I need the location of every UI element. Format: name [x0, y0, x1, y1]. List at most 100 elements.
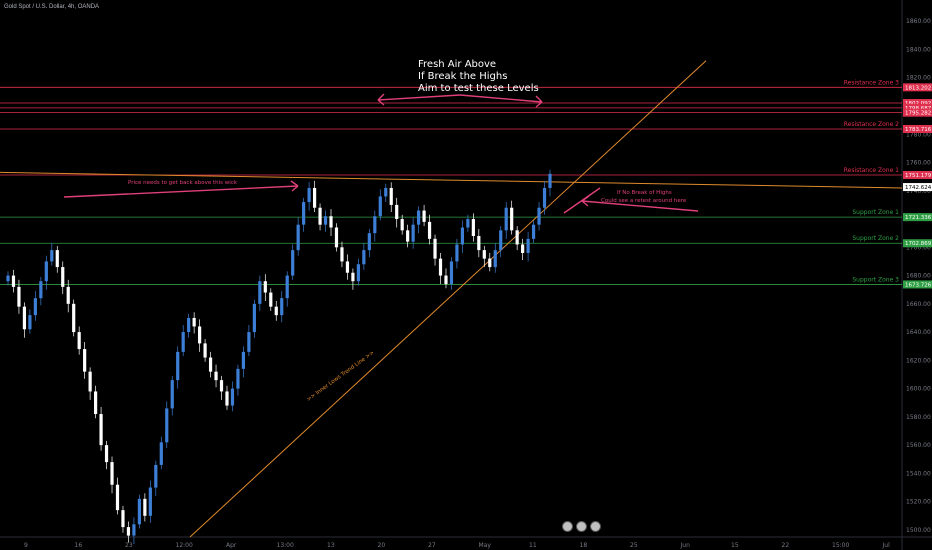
resistance-zone-3-label: Resistance Zone 3 [844, 79, 899, 86]
candle [236, 368, 240, 389]
support-zone-1-label: Support Zone 1 [852, 209, 899, 216]
y-tick-label: 1500.00 [906, 527, 931, 534]
candle [219, 380, 224, 392]
candle [499, 230, 503, 251]
support-zone-2-tag [903, 239, 932, 248]
y-tick-label: 1560.00 [906, 442, 931, 449]
support-zone-3-tag-text: 1673.726 [905, 282, 932, 288]
support-zone-1-tag-text: 1721.336 [905, 215, 932, 221]
retest-arrow [581, 200, 699, 212]
candle [132, 524, 136, 536]
candle [258, 281, 262, 304]
x-tick-label: Jun [680, 542, 691, 549]
no-break-note-1: If No Break of Highs [617, 190, 672, 196]
candle [93, 391, 98, 415]
candle [389, 187, 393, 205]
x-tick-label: 15:00 [832, 542, 849, 549]
y-tick-label: 1740.00 [906, 188, 931, 195]
no-break-note-2: Could see a retest around here [601, 198, 687, 204]
candle [192, 317, 196, 327]
event-flag-icon[interactable] [590, 521, 601, 532]
resistance-zone-2-tag-text: 1783.716 [905, 127, 932, 133]
candle [252, 303, 256, 333]
x-tick-label: 15 [731, 542, 739, 549]
resistance-zone-1-tag-text: 1751.179 [905, 173, 932, 179]
fresh-air-line-2: If Break the Highs [418, 71, 508, 82]
candle [537, 207, 541, 225]
current-price-tag [903, 183, 932, 192]
candle [460, 227, 465, 245]
candle [455, 244, 459, 262]
y-tick-label: 1780.00 [906, 131, 931, 138]
candle [504, 207, 508, 231]
candle [367, 233, 371, 251]
candle [72, 303, 76, 333]
candle [263, 281, 267, 293]
candle [307, 187, 311, 203]
candle [50, 250, 54, 262]
y-tick-label: 1680.00 [906, 273, 931, 280]
candle [154, 464, 158, 488]
event-flag-icon[interactable] [576, 521, 587, 532]
candle [296, 224, 300, 251]
candle [214, 371, 218, 381]
candle [148, 487, 152, 516]
x-tick-label: 13 [327, 542, 335, 549]
candle [526, 238, 530, 253]
candle [61, 267, 65, 287]
current-price-text: 1742.624 [905, 185, 932, 191]
x-tick-label: May [479, 542, 492, 549]
x-tick-label: Jul [882, 542, 891, 549]
resistance-zone-1-tag [903, 170, 932, 179]
candle [181, 332, 185, 352]
candle [449, 261, 454, 285]
candle [302, 202, 306, 225]
x-tick-label: 9 [24, 542, 28, 549]
candle [510, 207, 514, 231]
candle [28, 315, 32, 330]
candle [280, 298, 284, 316]
candle [110, 462, 114, 485]
candle [482, 250, 486, 259]
candle [104, 445, 109, 463]
candle [22, 306, 27, 330]
candle [477, 235, 481, 251]
candle [55, 250, 59, 268]
extra-level-3-tag-text: 1795.282 [905, 111, 931, 117]
arrow-head [290, 180, 299, 187]
x-tick-label: 23 [125, 542, 133, 549]
resistance-zone-2-tag [903, 124, 932, 133]
arrow-head [535, 95, 543, 103]
candle [356, 264, 360, 282]
candle [318, 207, 322, 225]
x-tick-label: 27 [428, 542, 436, 549]
resistance-zone-3-tag-text: 1813.202 [905, 85, 931, 91]
candle [39, 281, 43, 299]
candle [548, 173, 552, 188]
top-trend-line [0, 171, 903, 189]
y-tick-label: 1860.00 [906, 18, 931, 25]
candle [312, 187, 317, 208]
candle [33, 298, 37, 316]
y-tick-label: 1620.00 [906, 357, 931, 364]
candle [466, 219, 470, 228]
event-icons[interactable] [562, 521, 601, 532]
candle [241, 351, 246, 369]
arrow-head [581, 195, 590, 202]
fresh-air-arrow-right [459, 94, 543, 103]
candle [531, 224, 536, 239]
arrow-head [377, 99, 385, 106]
candle [323, 216, 328, 225]
x-tick-label: 16 [75, 542, 83, 549]
candle [247, 332, 251, 352]
candle [274, 306, 278, 316]
candle [225, 391, 229, 406]
fresh-air-line-3: Aim to test these Levels [418, 83, 539, 94]
candle [176, 351, 180, 381]
support-zone-3-tag [903, 280, 932, 289]
candle [417, 210, 421, 225]
y-tick-label: 1640.00 [906, 329, 931, 336]
event-flag-icon[interactable] [562, 521, 573, 532]
support-zone-3-label: Support Zone 3 [852, 276, 899, 283]
